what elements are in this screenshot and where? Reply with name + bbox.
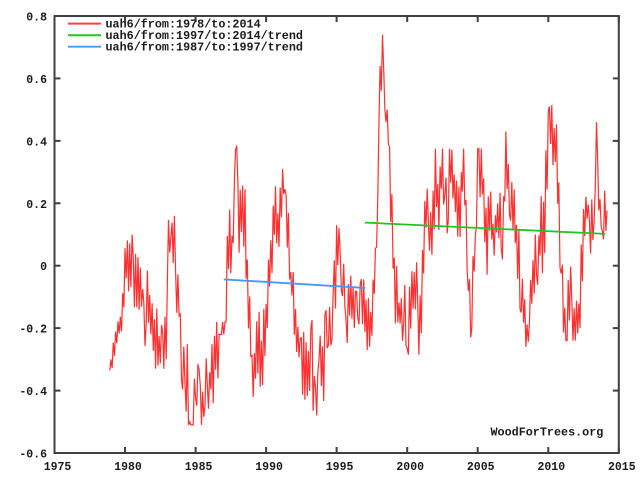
- svg-text:2015: 2015: [608, 461, 636, 474]
- svg-text:1985: 1985: [185, 461, 213, 474]
- svg-text:uah6/from:1978/to:2014: uah6/from:1978/to:2014: [106, 17, 261, 31]
- svg-text:0.6: 0.6: [26, 74, 47, 87]
- svg-text:0.2: 0.2: [26, 199, 47, 212]
- svg-text:1975: 1975: [44, 461, 72, 474]
- svg-text:-0.4: -0.4: [19, 386, 47, 399]
- svg-text:uah6/from:1987/to:1997/trend: uah6/from:1987/to:1997/trend: [106, 40, 303, 54]
- svg-text:-0.2: -0.2: [19, 324, 47, 337]
- svg-text:WoodForTrees.org: WoodForTrees.org: [491, 426, 604, 440]
- svg-text:1980: 1980: [114, 461, 142, 474]
- svg-text:1995: 1995: [326, 461, 354, 474]
- svg-text:2000: 2000: [396, 461, 424, 474]
- svg-text:0.4: 0.4: [26, 136, 47, 149]
- svg-text:2005: 2005: [467, 461, 495, 474]
- svg-text:2010: 2010: [537, 461, 565, 474]
- svg-text:-0.6: -0.6: [19, 449, 47, 462]
- svg-text:0: 0: [40, 261, 47, 274]
- svg-text:uah6/from:1997/to:2014/trend: uah6/from:1997/to:2014/trend: [106, 29, 303, 43]
- svg-text:1990: 1990: [255, 461, 283, 474]
- svg-text:0.8: 0.8: [26, 12, 47, 25]
